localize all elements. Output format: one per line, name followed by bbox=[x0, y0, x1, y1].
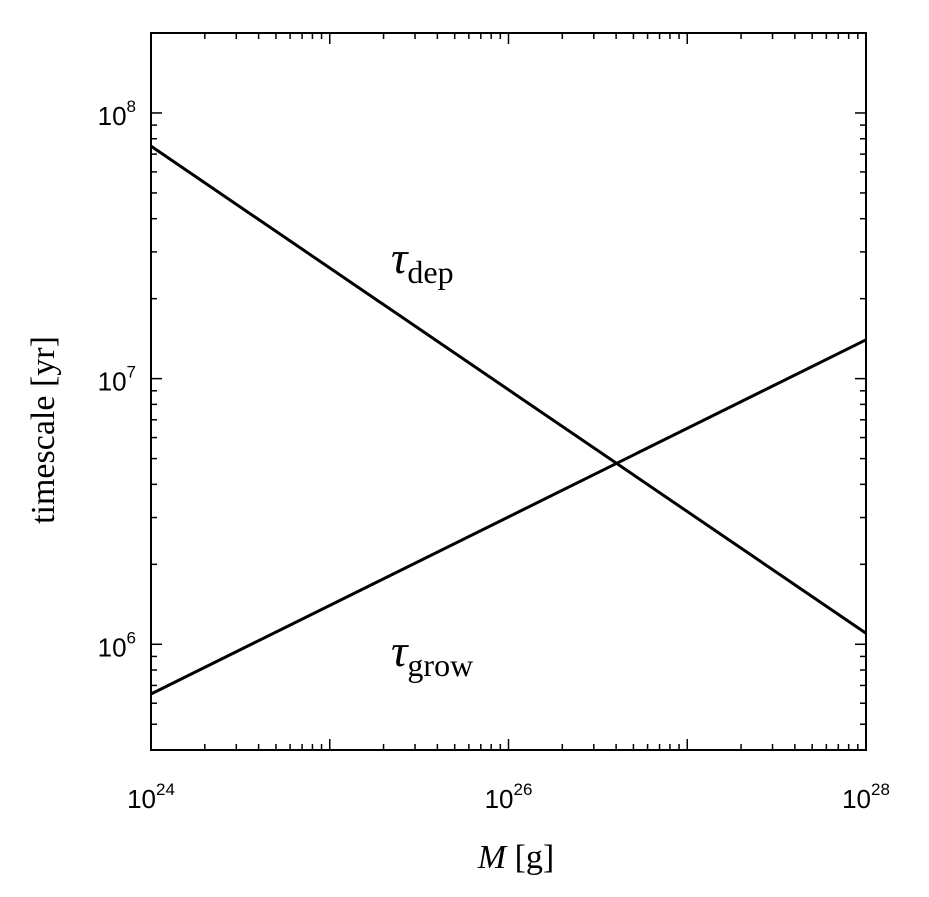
x-tick-label: 1028 bbox=[842, 780, 890, 814]
x-tick-label-base: 10 bbox=[842, 784, 871, 814]
series-label-symbol: τ bbox=[391, 625, 409, 676]
series-label-subscript: dep bbox=[407, 254, 453, 290]
series-label-grow: τgrow bbox=[391, 625, 473, 683]
y-tick-label-exponent: 7 bbox=[127, 363, 136, 382]
y-tick-label-exponent: 8 bbox=[127, 97, 136, 116]
x-tick-label-exponent: 24 bbox=[156, 780, 175, 799]
series-label-dep: τdep bbox=[391, 232, 454, 290]
y-tick-label-base: 10 bbox=[98, 101, 127, 131]
y-tick-label: 107 bbox=[98, 363, 136, 397]
x-tick-label-base: 10 bbox=[127, 784, 156, 814]
x-tick-label: 1024 bbox=[127, 780, 175, 814]
y-tick-label-base: 10 bbox=[98, 367, 127, 397]
y-tick-label-base: 10 bbox=[98, 632, 127, 662]
x-axis-label-var: M bbox=[477, 839, 508, 876]
x-axis-label: M [g] bbox=[477, 839, 554, 876]
x-axis-label-unit: [g] bbox=[506, 839, 554, 876]
x-tick-label: 1026 bbox=[485, 780, 533, 814]
series-label-subscript: grow bbox=[407, 647, 473, 683]
series-lines bbox=[150, 144, 867, 696]
series-label-symbol: τ bbox=[391, 232, 409, 283]
series-line-grow bbox=[150, 338, 867, 696]
series-line-dep bbox=[150, 144, 867, 635]
x-tick-label-exponent: 28 bbox=[871, 780, 890, 799]
x-tick-label-base: 10 bbox=[485, 784, 514, 814]
y-axis-label: timescale [yr] bbox=[25, 336, 62, 524]
y-tick-label: 106 bbox=[98, 628, 136, 662]
y-tick-label: 108 bbox=[98, 97, 136, 131]
y-tick-label-exponent: 6 bbox=[127, 628, 136, 647]
plot-frame bbox=[150, 32, 867, 751]
x-tick-label-exponent: 26 bbox=[514, 780, 533, 799]
